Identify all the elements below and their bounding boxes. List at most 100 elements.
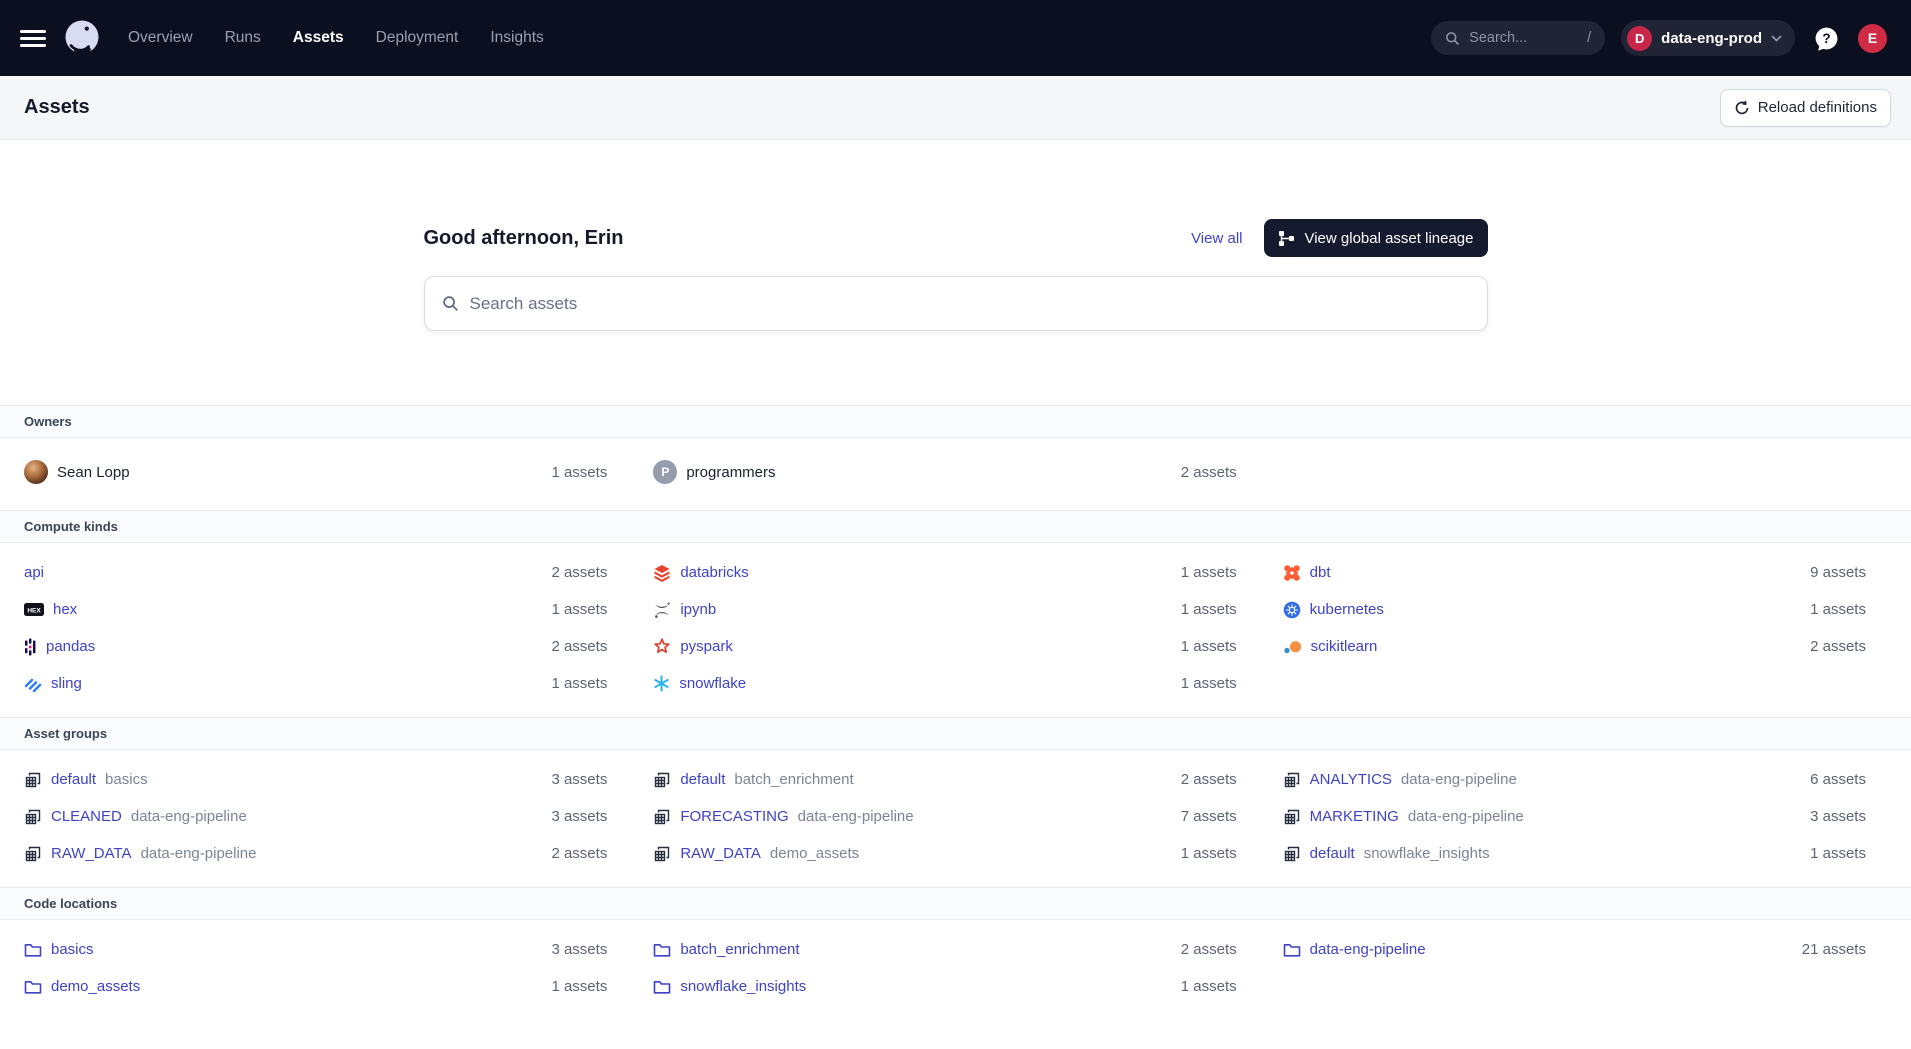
marketing-data-eng-pipeline-link[interactable]: MARKETING data-eng-pipeline	[1283, 808, 1524, 826]
asset-groups-grid: default basics 3 assets default batch_enrich…	[0, 750, 1911, 887]
asset-count: 2 assets	[1180, 771, 1237, 788]
asset-count: 6 assets	[1810, 771, 1866, 788]
locations-label: batch_enrichment	[680, 941, 800, 958]
asset-count: 1 assets	[1180, 564, 1237, 581]
default-batch-enrichment-link[interactable]: default batch_enrichment	[653, 771, 854, 789]
default-snowflake-insights-link[interactable]: default snowflake_insights	[1283, 845, 1490, 863]
groups-label: FORECASTING	[680, 808, 789, 825]
search-shortcut-hint: /	[1587, 30, 1592, 46]
basics-link[interactable]: basics	[24, 941, 94, 958]
asset-count: 9 assets	[1810, 564, 1866, 581]
groups-label: default	[1309, 845, 1355, 862]
locations-row: data-eng-pipeline 21 assets	[1283, 931, 1866, 968]
dbt-icon	[1283, 564, 1301, 582]
groups-row: default snowflake_insights 1 assets	[1283, 835, 1866, 872]
deployment-switcher[interactable]: D data-eng-prod	[1621, 20, 1795, 56]
global-search-input[interactable]: Search... /	[1431, 21, 1606, 55]
locations-label: basics	[51, 941, 94, 958]
asset-count: 1 assets	[1180, 845, 1237, 862]
analytics-data-eng-pipeline-link[interactable]: ANALYTICS data-eng-pipeline	[1283, 771, 1517, 789]
nav-item-assets[interactable]: Assets	[292, 29, 344, 46]
asset-count: 1 assets	[1180, 978, 1237, 995]
sling-link[interactable]: sling	[24, 675, 82, 692]
reload-definitions-button[interactable]: Reload definitions	[1719, 88, 1891, 127]
asset-group-icon	[1283, 808, 1301, 826]
pandas-icon	[24, 638, 37, 656]
help-icon[interactable]: ?	[1813, 25, 1840, 52]
asset-count: 2 assets	[1810, 638, 1866, 655]
asset-search-input[interactable]	[469, 293, 1470, 314]
groups-row: RAW_DATA data-eng-pipeline 2 assets	[24, 835, 607, 872]
cleaned-data-eng-pipeline-link[interactable]: CLEANED data-eng-pipeline	[24, 808, 247, 826]
kinds-row: databricks 1 assets	[653, 554, 1237, 591]
view-global-asset-lineage-button[interactable]: View global asset lineage	[1264, 219, 1488, 257]
asset-group-icon	[24, 845, 42, 863]
hex-link[interactable]: HEX hex	[24, 601, 77, 618]
locations-row: demo_assets 1 assets	[24, 968, 607, 1005]
groups-sublabel: snowflake_insights	[1363, 845, 1490, 862]
asset-group-icon	[24, 771, 42, 789]
groups-sublabel: data-eng-pipeline	[140, 845, 257, 862]
asset-count: 1 assets	[551, 463, 608, 481]
code-locations-grid: basics 3 assets batch_enrichment 2 assets da…	[0, 920, 1911, 1020]
hamburger-menu-icon[interactable]	[20, 29, 46, 47]
groups-row: RAW_DATA demo_assets 1 assets	[653, 835, 1237, 872]
asset-count: 1 assets	[551, 675, 608, 692]
scikitlearn-link[interactable]: scikitlearn	[1283, 638, 1377, 655]
asset-group-icon	[653, 808, 671, 826]
user-avatar[interactable]: E	[1858, 23, 1887, 53]
demo-assets-link[interactable]: demo_assets	[24, 978, 140, 995]
batch-enrichment-link[interactable]: batch_enrichment	[653, 941, 800, 958]
groups-row: ANALYTICS data-eng-pipeline 6 assets	[1283, 761, 1866, 798]
kinds-label: snowflake	[679, 675, 747, 692]
data-eng-pipeline-link[interactable]: data-eng-pipeline	[1283, 941, 1426, 958]
kinds-label: kubernetes	[1309, 601, 1384, 618]
asset-count: 2 assets	[1180, 941, 1237, 958]
raw-data-demo-assets-link[interactable]: RAW_DATA demo_assets	[653, 845, 859, 863]
compute-kinds-grid: api 2 assets databricks 1 assets dbt 9 assets…	[0, 543, 1911, 717]
nav-item-deployment[interactable]: Deployment	[375, 29, 459, 46]
team-avatar: P	[653, 460, 678, 484]
snowflake-link[interactable]: snowflake	[653, 675, 746, 692]
groups-label: MARKETING	[1309, 808, 1399, 825]
asset-count: 1 assets	[1810, 845, 1866, 862]
nav-item-insights[interactable]: Insights	[490, 29, 544, 46]
view-all-link[interactable]: View all	[1191, 229, 1243, 247]
forecasting-data-eng-pipeline-link[interactable]: FORECASTING data-eng-pipeline	[653, 808, 914, 826]
pyspark-link[interactable]: pyspark	[653, 637, 733, 656]
asset-group-icon	[653, 845, 671, 863]
hex-icon: HEX	[24, 603, 44, 616]
dagster-logo-icon[interactable]	[62, 18, 102, 58]
groups-label: RAW_DATA	[680, 845, 761, 862]
groups-label: ANALYTICS	[1309, 771, 1392, 788]
refresh-icon	[1734, 100, 1750, 116]
page-header: Assets Reload definitions	[0, 76, 1911, 140]
top-nav: Overview Runs Assets Deployment Insights…	[0, 0, 1911, 76]
groups-row: default basics 3 assets	[24, 761, 607, 798]
asset-count: 2 assets	[551, 564, 608, 581]
search-icon	[442, 295, 459, 312]
snowflake-insights-link[interactable]: snowflake_insights	[653, 978, 806, 995]
groups-sublabel: data-eng-pipeline	[1400, 771, 1517, 788]
owners-label: programmers	[686, 463, 776, 481]
ipynb-icon	[653, 601, 671, 619]
asset-count: 1 assets	[1180, 601, 1237, 618]
api-link[interactable]: api	[24, 564, 44, 581]
kinds-row: api 2 assets	[24, 554, 607, 591]
kinds-label: pyspark	[680, 638, 733, 655]
nav-item-runs[interactable]: Runs	[224, 29, 261, 46]
asset-count: 1 assets	[1810, 601, 1866, 618]
svg-text:HEX: HEX	[27, 608, 41, 615]
databricks-link[interactable]: databricks	[653, 564, 749, 582]
asset-count: 1 assets	[551, 978, 608, 995]
section-header-asset-groups: Asset groups	[0, 717, 1911, 750]
dbt-link[interactable]: dbt	[1283, 564, 1331, 582]
ipynb-link[interactable]: ipynb	[653, 601, 716, 619]
nav-item-overview[interactable]: Overview	[128, 29, 193, 46]
pandas-link[interactable]: pandas	[24, 638, 95, 656]
kubernetes-link[interactable]: kubernetes	[1283, 601, 1384, 619]
raw-data-data-eng-pipeline-link[interactable]: RAW_DATA data-eng-pipeline	[24, 845, 256, 863]
default-basics-link[interactable]: default basics	[24, 771, 148, 789]
